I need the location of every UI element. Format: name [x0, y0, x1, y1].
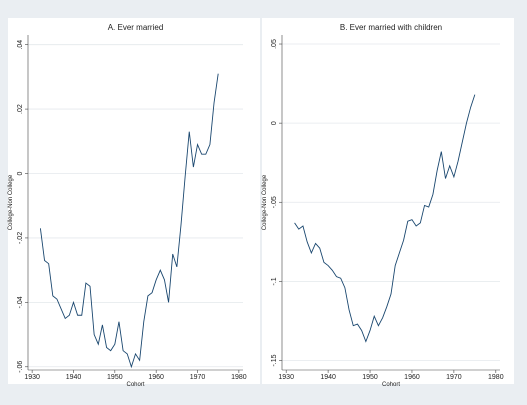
- panel: [262, 18, 514, 384]
- y-tick-label: -.15: [271, 354, 278, 366]
- x-tick-label: 1970: [190, 374, 206, 381]
- chart-title: B. Ever married with children: [340, 23, 442, 32]
- y-axis-title: College-Non College: [8, 174, 14, 230]
- chart-title: A. Ever married: [108, 23, 164, 32]
- data-line: [294, 94, 476, 343]
- data-line: [39, 73, 219, 369]
- x-tick-label: 1950: [107, 374, 123, 381]
- y-tick-label: -.06: [17, 361, 24, 373]
- x-tick-label: 1960: [404, 374, 420, 381]
- x-axis-title: Cohort: [382, 382, 400, 388]
- y-tick-label: -.1: [271, 277, 278, 285]
- y-tick-label: .05: [271, 39, 278, 49]
- x-tick-label: 1980: [488, 374, 504, 381]
- x-tick-label: 1950: [362, 374, 378, 381]
- y-tick-label: 0: [271, 121, 278, 125]
- y-tick-label: .02: [17, 104, 24, 114]
- y-tick-label: -.05: [271, 196, 278, 208]
- y-tick-label: .04: [17, 40, 24, 50]
- x-tick-label: 1940: [66, 374, 82, 381]
- x-tick-label: 1970: [446, 374, 462, 381]
- panel: [8, 18, 260, 384]
- y-axis-title: College-Non College: [262, 174, 268, 230]
- x-tick-label: 1940: [320, 374, 336, 381]
- y-tick-label: -.02: [17, 232, 24, 244]
- y-tick-label: -.04: [17, 296, 24, 308]
- x-tick-label: 1930: [278, 374, 294, 381]
- x-tick-label: 1930: [24, 374, 40, 381]
- y-tick-label: 0: [17, 171, 24, 175]
- x-tick-label: 1960: [148, 374, 164, 381]
- x-tick-label: 1980: [231, 374, 247, 381]
- x-axis-title: Cohort: [126, 382, 144, 388]
